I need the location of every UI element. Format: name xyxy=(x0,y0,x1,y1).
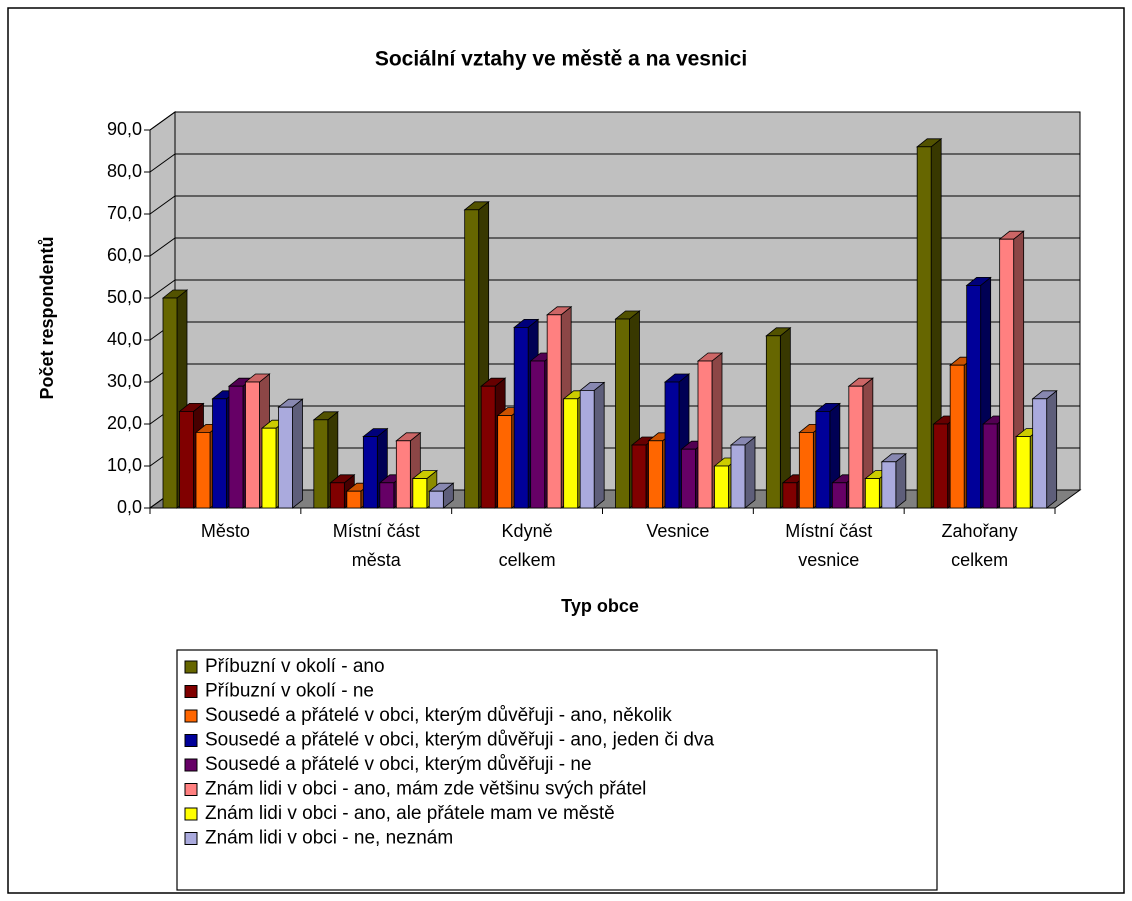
legend-swatch xyxy=(184,685,198,698)
bar xyxy=(697,360,713,509)
grid-line xyxy=(149,195,1080,215)
bar xyxy=(999,238,1015,509)
grid-line xyxy=(149,111,1080,131)
bar xyxy=(412,478,428,509)
bar xyxy=(261,427,277,509)
bar xyxy=(513,326,529,509)
bar xyxy=(798,431,814,509)
y-tick-label: 60,0 xyxy=(107,245,142,265)
legend-label: Sousedé a přátelé v obci, kterým důvěřuj… xyxy=(205,730,714,751)
legend-label: Příbuzní v okolí - ne xyxy=(205,681,374,702)
bar-side xyxy=(895,452,907,509)
grid-line xyxy=(149,237,1080,257)
bar xyxy=(195,431,211,509)
x-tick-label: Místní část města xyxy=(333,521,420,570)
chart-title: Sociální vztahy ve městě a na vesnici xyxy=(375,48,747,71)
bar-side xyxy=(593,381,605,509)
bar xyxy=(631,444,647,509)
grid-line xyxy=(149,153,1080,173)
bar xyxy=(179,410,194,509)
bar-side xyxy=(744,436,756,509)
x-axis-title: Typ obce xyxy=(561,596,639,616)
chart-border xyxy=(7,7,1125,894)
bar xyxy=(864,478,880,509)
legend-label: Sousedé a přátelé v obci, kterým důvěřuj… xyxy=(205,754,592,775)
bar xyxy=(881,461,897,509)
legend-label: Příbuzní v okolí - ano xyxy=(205,656,385,677)
bar xyxy=(346,490,362,509)
bar xyxy=(831,482,847,509)
x-tick-label: Kdyně celkem xyxy=(499,521,556,570)
y-tick-label: 10,0 xyxy=(107,455,142,475)
bar xyxy=(815,410,831,509)
y-tick-label: 70,0 xyxy=(107,203,142,223)
legend-label: Sousedé a přátelé v obci, kterým důvěřuj… xyxy=(205,705,672,726)
legend-box xyxy=(176,649,938,891)
bar xyxy=(428,490,444,509)
legend-swatch xyxy=(184,734,198,747)
bar-side xyxy=(1046,389,1058,509)
bar xyxy=(782,482,798,509)
legend-swatch xyxy=(184,709,198,723)
bar xyxy=(1015,436,1031,509)
bar xyxy=(362,436,378,509)
bar xyxy=(530,360,546,509)
bar xyxy=(730,444,746,509)
legend-label: Znám lidi v obci - ne, neznám xyxy=(205,828,453,849)
y-tick-label: 20,0 xyxy=(107,413,142,433)
bar xyxy=(949,364,965,509)
y-axis-title: Počet respondentů xyxy=(37,236,57,399)
y-tick-label: 0,0 xyxy=(117,497,142,517)
bar xyxy=(480,385,496,509)
x-tick-label: Zahořany celkem xyxy=(942,521,1018,570)
bar xyxy=(1032,398,1048,509)
bar xyxy=(228,385,244,509)
bar xyxy=(464,209,480,509)
bar xyxy=(982,423,998,509)
legend-swatch xyxy=(184,660,198,674)
legend-label: Znám lidi v obci - ano, ale přátele mam … xyxy=(205,803,615,824)
legend-label: Znám lidi v obci - ano, mám zde většinu … xyxy=(205,779,646,800)
grid-line xyxy=(149,279,1080,299)
legend-swatch xyxy=(184,783,198,796)
x-tick-label: Místní část vesnice xyxy=(785,521,872,570)
y-tick-label: 50,0 xyxy=(107,287,142,307)
y-tick-label: 90,0 xyxy=(107,119,142,139)
bar xyxy=(681,448,696,509)
bar xyxy=(212,398,227,509)
y-tick-label: 30,0 xyxy=(107,371,142,391)
bar xyxy=(278,406,293,509)
bar xyxy=(648,440,663,509)
x-tick-label: Vesnice xyxy=(646,521,709,541)
legend-swatch xyxy=(184,832,198,845)
y-tick-label: 40,0 xyxy=(107,329,142,349)
bar xyxy=(162,297,178,509)
bar xyxy=(395,440,411,509)
y-tick-label: 80,0 xyxy=(107,161,142,181)
bar xyxy=(329,482,345,509)
bar xyxy=(916,146,932,509)
legend-swatch xyxy=(184,758,198,772)
bar xyxy=(615,318,630,509)
bar xyxy=(664,381,680,509)
bar xyxy=(966,284,982,509)
bar xyxy=(245,381,260,509)
bar xyxy=(379,482,395,509)
bar xyxy=(714,465,729,509)
legend-swatch xyxy=(184,807,198,821)
bar xyxy=(546,314,562,509)
x-tick-label: Město xyxy=(201,521,250,541)
bar xyxy=(933,423,949,509)
bar xyxy=(765,335,781,509)
bar xyxy=(497,415,513,509)
bar xyxy=(313,419,329,509)
bar xyxy=(563,398,579,509)
bar xyxy=(579,389,595,509)
bar xyxy=(848,385,864,509)
bar-side xyxy=(292,398,303,509)
